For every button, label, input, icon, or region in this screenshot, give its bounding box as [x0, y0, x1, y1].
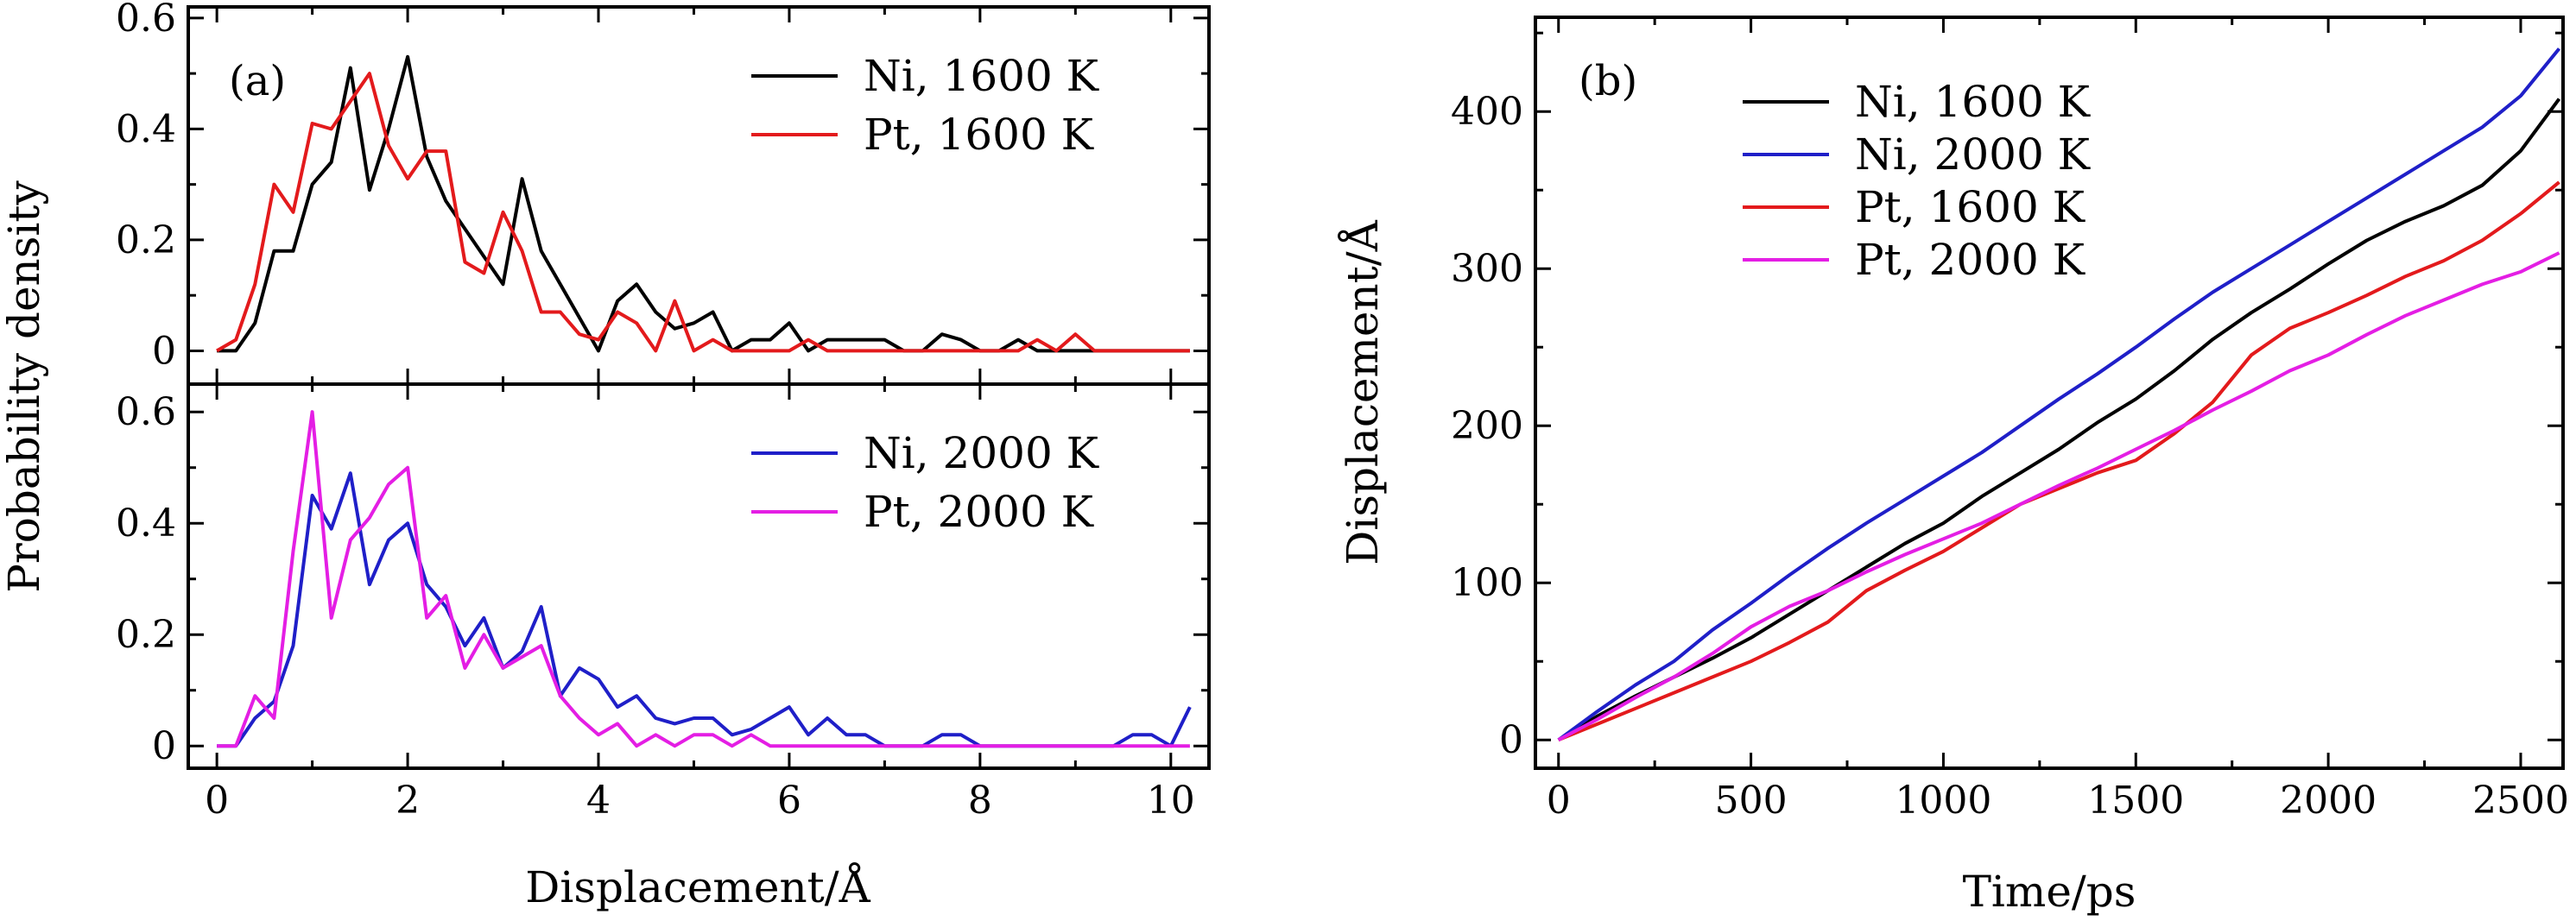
panel-b-plot-lines [1557, 47, 2561, 742]
panel-a-top-subplot: 0 0.2 0.4 0.6 (a) Ni, 1600 K Pt, 1600 K [116, 0, 1211, 386]
panel-a-bottom-legend-label-pt-2000-k: Pt, 2000 K [864, 487, 1095, 537]
panel-b-series-ni-1600-k [1557, 98, 2561, 741]
panel-a-xtick-label: 6 [777, 779, 801, 823]
panel-a-top-legend-label-ni-1600-k: Ni, 1600 K [864, 51, 1100, 101]
panel-b-legend-label-pt-1600-k: Pt, 1600 K [1855, 182, 2086, 232]
panel-b-y-ticks: 0 100 200 300 400 [1451, 31, 2563, 762]
panel-a-bottom-frame [187, 382, 1211, 770]
panel-b-series-pt-1600-k [1557, 180, 2560, 742]
panel-a-top-ytick-label: 0.6 [116, 0, 176, 41]
panel-a-bottom-series-pt-2000-k [217, 410, 1190, 748]
panel-a-bottom-legend: Ni, 2000 K Pt, 2000 K [751, 428, 1100, 537]
panel-b-tag: (b) [1579, 57, 1637, 105]
panel-a-bottom-plot-lines [217, 410, 1192, 748]
panel-b-x-axis-label: Time/ps [1963, 867, 2136, 917]
panel-b-legend: Ni, 1600 KNi, 2000 KPt, 1600 KPt, 2000 K [1743, 77, 2092, 285]
panel-a-bottom-ytick-label: 0.2 [116, 613, 176, 657]
panel-b-xtick-label: 2500 [2472, 779, 2569, 823]
panel-b-ytick-label: 300 [1451, 247, 1523, 291]
panel-a-bottom-y-ticks: 0 0.2 0.4 0.6 [116, 390, 1209, 768]
panel-a-bottom-ytick-label: 0.4 [116, 502, 176, 546]
panel-b-legend-label-ni-2000-k: Ni, 2000 K [1855, 129, 2092, 180]
panel-b-xtick-label: 2000 [2280, 779, 2377, 823]
panel-b-y-axis-label: Displacement/Å [1337, 219, 1388, 565]
panel-b-x-ticks: 0 500 1000 1500 2000 2500 [1547, 17, 2569, 823]
panel-b-xtick-label: 500 [1715, 779, 1788, 823]
panel-a-y-axis-label: Probability density [0, 180, 49, 593]
panel-a-xtick-label: 8 [968, 779, 992, 823]
panel-a-x-ticks: 0 2 4 6 8 10 [205, 384, 1195, 823]
panel-a-top-ytick-label: 0.2 [116, 218, 176, 262]
panel-b-xtick-label: 0 [1547, 779, 1571, 823]
panel-b-series-ni-2000-k [1557, 47, 2561, 741]
panel-b-ytick-label: 200 [1451, 404, 1523, 448]
panel-a-x-axis-label: Displacement/Å [525, 861, 870, 912]
panel-a-xtick-label: 10 [1147, 779, 1195, 823]
panel-a-top-series-pt-1600-k [216, 72, 1190, 353]
panel-a-bottom-legend-label-ni-2000-k: Ni, 2000 K [864, 428, 1100, 478]
panel-a-xtick-label: 0 [205, 779, 229, 823]
panel-b-ytick-label: 400 [1451, 90, 1523, 134]
panel-b-legend-label-ni-1600-k: Ni, 1600 K [1855, 77, 2092, 127]
panel-a-bottom-ytick-label: 0.6 [116, 390, 176, 434]
panel-a-xtick-label: 4 [586, 779, 611, 823]
panel-a-bottom-ytick-label: 0 [152, 724, 176, 768]
panel-a-top-y-ticks: 0 0.2 0.4 0.6 [116, 0, 1209, 384]
panel-a-bottom-subplot: 0 0.2 0.4 0.6 0 2 4 6 8 10 Ni, 2000 K Pt, 2000 K [116, 382, 1211, 823]
panel-a-xtick-label: 2 [396, 779, 420, 823]
panel-b-xtick-label: 1000 [1895, 779, 1991, 823]
panel-b-ytick-label: 100 [1451, 561, 1523, 605]
panel-b: 0 100 200 300 400 0 500 1000 1500 2000 2500 (b) N… [1451, 16, 2569, 823]
panel-a-tag: (a) [229, 57, 286, 105]
panel-b-series-pt-2000-k [1557, 251, 2560, 741]
panel-a-top-plot-lines [216, 54, 1190, 353]
panel-a-top-ytick-label: 0 [152, 329, 176, 373]
panel-a-top-legend-label-pt-1600-k: Pt, 1600 K [864, 110, 1095, 160]
panel-b-frame [1534, 16, 2565, 770]
panel-a-top-ytick-label: 0.4 [116, 107, 176, 151]
panel-b-legend-label-pt-2000-k: Pt, 2000 K [1855, 235, 2086, 285]
panel-b-xtick-label: 1500 [2087, 779, 2184, 823]
panel-a-top-legend: Ni, 1600 K Pt, 1600 K [751, 51, 1100, 160]
panel-b-ytick-label: 0 [1499, 718, 1523, 762]
